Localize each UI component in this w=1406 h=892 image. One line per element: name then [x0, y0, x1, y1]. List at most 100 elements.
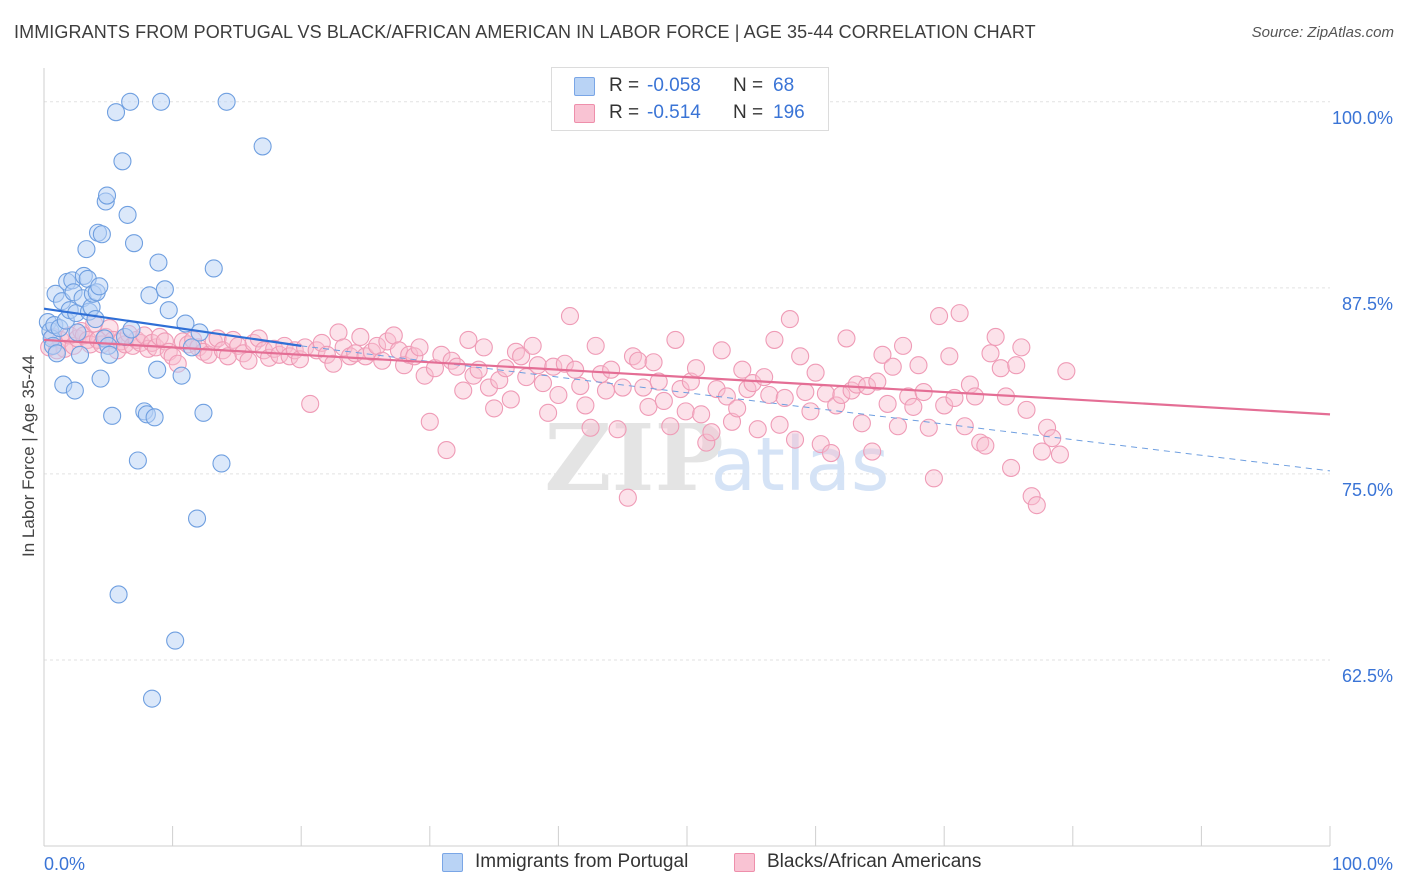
- data-point-black: [863, 442, 882, 461]
- data-point-portugal: [217, 92, 236, 111]
- series-immigrants-from-portugal: [38, 92, 272, 708]
- data-point-black: [981, 344, 1000, 363]
- data-point-black: [971, 433, 990, 452]
- axes: [43, 68, 1331, 847]
- data-point-black: [868, 372, 887, 391]
- data-point-portugal: [122, 320, 141, 339]
- bottom-legend-swatch-blue: [442, 852, 463, 872]
- data-point-portugal: [106, 103, 126, 122]
- legend-row-portugal: R = -0.058 N = 68: [574, 73, 794, 99]
- data-point-black: [618, 488, 637, 507]
- data-point-black: [602, 360, 621, 379]
- data-point-black: [796, 382, 815, 402]
- data-point-black: [827, 396, 846, 415]
- data-point-black: [686, 359, 706, 378]
- data-point-portugal: [100, 345, 119, 364]
- data-point-portugal: [77, 240, 96, 259]
- data-point-black: [852, 414, 871, 433]
- source-label: Source:: [1251, 24, 1304, 41]
- data-point-portugal: [70, 345, 90, 364]
- data-point-black: [760, 385, 779, 405]
- trend-lines: [43, 307, 1331, 472]
- data-point-black: [1043, 429, 1062, 448]
- y-tick-label: 75.0%: [1342, 480, 1393, 500]
- data-point-black: [420, 412, 439, 431]
- data-point-black: [544, 357, 563, 376]
- x-tick-label: 0.0%: [44, 854, 85, 874]
- data-point-black: [940, 347, 959, 366]
- data-point-black: [501, 390, 520, 409]
- data-point-portugal: [204, 259, 223, 278]
- data-point-black: [733, 360, 752, 379]
- data-point-black: [806, 363, 825, 382]
- data-point-portugal: [86, 310, 105, 329]
- data-point-black: [555, 354, 574, 373]
- data-point-black: [560, 307, 580, 326]
- data-point-black: [909, 356, 928, 375]
- data-point-portugal: [187, 509, 207, 528]
- legend-row-black: R = -0.514 N = 196: [574, 100, 805, 126]
- data-point-black: [1012, 338, 1031, 357]
- data-point-portugal: [253, 137, 272, 156]
- data-point-black: [362, 342, 381, 361]
- y-tick-label: 87.5%: [1342, 294, 1393, 314]
- data-point-black: [549, 385, 568, 405]
- data-point-portugal: [109, 585, 128, 604]
- trend-line-portugal: [43, 307, 302, 347]
- data-point-black: [459, 330, 478, 349]
- data-point-black: [351, 327, 370, 346]
- data-point-portugal: [159, 301, 178, 320]
- data-point-black: [415, 366, 434, 385]
- legend-n-value: 196: [773, 102, 805, 123]
- data-point-black: [950, 304, 969, 323]
- data-point-black: [728, 399, 747, 418]
- data-point-portugal: [194, 403, 213, 422]
- data-point-black: [919, 418, 938, 437]
- data-point-black: [986, 327, 1005, 346]
- data-point-portugal: [172, 366, 191, 385]
- correlation-legend: R = -0.058 N = 68 R = -0.514 N = 196: [551, 67, 829, 131]
- chart-title: IMMIGRANTS FROM PORTUGAL VS BLACK/AFRICA…: [14, 22, 1036, 42]
- data-point-black: [629, 351, 648, 370]
- data-point-black: [748, 420, 767, 439]
- data-point-black: [661, 417, 680, 436]
- data-point-black: [301, 394, 320, 413]
- data-point-black: [312, 333, 331, 352]
- data-point-black: [666, 330, 685, 349]
- data-point-black: [924, 469, 943, 488]
- data-point-black: [649, 372, 668, 391]
- legend-n-label: N =: [733, 75, 764, 96]
- watermark-atlas: atlas: [711, 422, 890, 508]
- data-point-black: [878, 394, 897, 413]
- data-point-black: [485, 399, 504, 418]
- data-point-portugal: [121, 92, 140, 111]
- data-point-black: [523, 336, 542, 355]
- data-point-black: [801, 402, 820, 421]
- bottom-legend-label: Immigrants from Portugal: [475, 851, 689, 872]
- data-point-black: [930, 307, 949, 326]
- data-point-black: [955, 417, 974, 436]
- data-point-black: [496, 359, 515, 378]
- data-point-black: [966, 387, 985, 406]
- data-point-black: [722, 412, 742, 431]
- legend-r-label: R =: [609, 75, 640, 96]
- data-point-black: [1002, 458, 1021, 477]
- y-tick-label: 100.0%: [1332, 108, 1393, 128]
- data-point-black: [596, 381, 616, 400]
- legend-r-label: R =: [609, 102, 640, 123]
- data-point-black: [613, 378, 632, 397]
- bottom-legend-swatch-pink: [734, 852, 755, 872]
- data-point-portugal: [118, 205, 137, 224]
- data-point-black: [780, 310, 799, 329]
- data-point-portugal: [149, 253, 168, 272]
- data-point-portugal: [128, 451, 147, 470]
- data-point-portugal: [103, 406, 122, 425]
- data-point-black: [976, 436, 995, 455]
- data-point-portugal: [212, 454, 231, 473]
- legend-n-value: 68: [773, 75, 795, 96]
- data-point-black: [571, 377, 590, 396]
- data-point-black: [539, 403, 558, 422]
- data-point-black: [464, 366, 483, 385]
- data-point-black: [490, 371, 509, 390]
